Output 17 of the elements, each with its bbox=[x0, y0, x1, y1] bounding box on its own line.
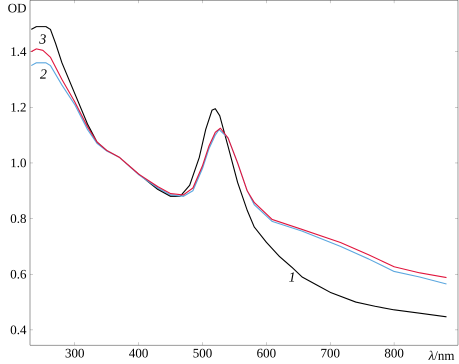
x-tick-label: 700 bbox=[321, 348, 340, 358]
x-tick-label: 500 bbox=[193, 348, 212, 358]
y-tick-label: 1.2 bbox=[11, 102, 26, 112]
x-tick-label: 300 bbox=[66, 348, 84, 358]
y-tick-label: 1.0 bbox=[11, 158, 26, 168]
series-label: 2 bbox=[40, 69, 47, 79]
y-axis-title: OD bbox=[8, 4, 26, 12]
x-tick-label: 400 bbox=[129, 348, 148, 358]
y-tick-label: 0.4 bbox=[10, 325, 26, 334]
x-tick-label: 800 bbox=[384, 348, 404, 358]
series-label: 1 bbox=[289, 272, 294, 282]
y-tick-label: 1.4 bbox=[11, 47, 26, 56]
x-tick-label: 600 bbox=[257, 348, 276, 358]
series-label: 3 bbox=[39, 34, 46, 44]
y-tick-label: 0.6 bbox=[10, 270, 26, 279]
x-axis-title: λ/nm bbox=[428, 350, 454, 360]
y-tick-label: 0.8 bbox=[10, 214, 26, 223]
